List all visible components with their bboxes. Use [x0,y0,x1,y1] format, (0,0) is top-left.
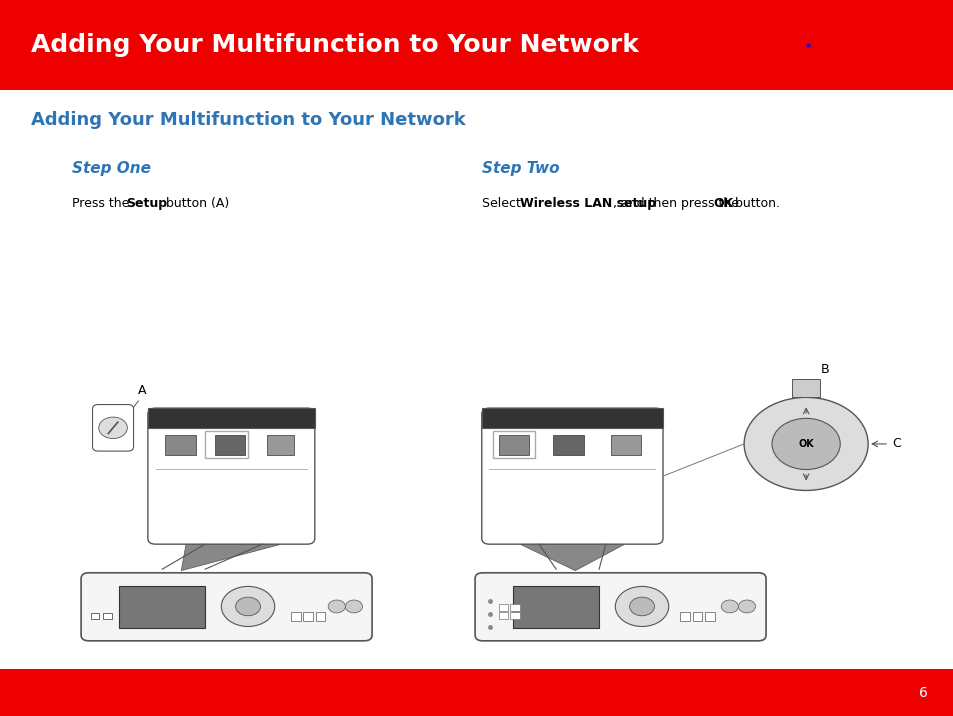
Polygon shape [181,544,281,571]
Bar [205,431,248,458]
Text: button.: button. [730,197,779,210]
Bar [513,586,598,628]
Bar [267,435,294,455]
Text: 6: 6 [918,686,927,700]
FancyBboxPatch shape [81,573,372,641]
Bar [791,379,820,397]
Text: Select: Select [481,197,524,210]
Text: Setup menu: Setup menu [155,415,198,421]
Bar [119,586,205,628]
Circle shape [720,600,738,613]
Text: OK: OK [713,197,733,210]
Text: Step One: Step One [71,161,151,176]
Bar [704,612,714,621]
Bar [148,408,314,428]
Bar [0,0,953,90]
Bar [165,435,195,455]
Bar [103,613,112,619]
Bar [291,612,300,621]
Circle shape [328,600,345,613]
Text: 02/05: 02/05 [633,415,653,421]
Polygon shape [519,544,624,571]
FancyBboxPatch shape [148,408,314,544]
Circle shape [743,397,867,490]
Text: Step Two: Step Two [481,161,558,176]
Text: B: B [820,363,828,376]
Circle shape [98,417,127,438]
Text: Press the: Press the [71,197,132,210]
Text: 01/05: 01/05 [285,415,305,421]
Bar [692,612,701,621]
Circle shape [629,597,654,616]
Bar [214,435,245,455]
Bar [493,431,535,458]
Bar [91,613,99,619]
Text: Adding Your Multifunction to Your Network: Adding Your Multifunction to Your Networ… [30,33,638,57]
Bar [315,612,325,621]
Bar [0,669,953,716]
Text: Setup: Setup [126,197,167,210]
Bar [498,604,508,611]
Text: Setup menu: Setup menu [489,415,532,421]
Text: Wireless LAN setup: Wireless LAN setup [530,476,614,485]
Bar [610,435,640,455]
Text: Perform wireless LAN setup: Perform wireless LAN setup [526,490,618,496]
Text: C: C [891,437,900,450]
Bar [481,408,662,428]
FancyBboxPatch shape [475,573,765,641]
Text: OK: OK [798,439,813,449]
Text: and adjustments.: and adjustments. [202,501,260,507]
Text: for connection.: for connection. [547,501,597,507]
Bar [498,612,508,619]
Circle shape [235,597,260,616]
Circle shape [738,600,755,613]
FancyBboxPatch shape [481,408,662,544]
FancyBboxPatch shape [92,405,133,451]
Text: button (A): button (A) [162,197,229,210]
Bar [510,612,519,619]
Text: , and then press the: , and then press the [613,197,742,210]
Circle shape [345,600,362,613]
Bar [303,612,313,621]
Text: Maintenance: Maintenance [203,476,259,485]
Bar [679,612,689,621]
Circle shape [771,418,840,470]
Bar [553,435,583,455]
Bar [510,604,519,611]
Text: A: A [138,384,146,397]
Text: Wireless LAN setup: Wireless LAN setup [519,197,656,210]
Text: Perform device maintenance: Perform device maintenance [183,490,279,496]
Circle shape [221,586,274,626]
Text: Adding Your Multifunction to Your Network: Adding Your Multifunction to Your Networ… [30,111,465,129]
Circle shape [615,586,668,626]
Bar [498,435,529,455]
